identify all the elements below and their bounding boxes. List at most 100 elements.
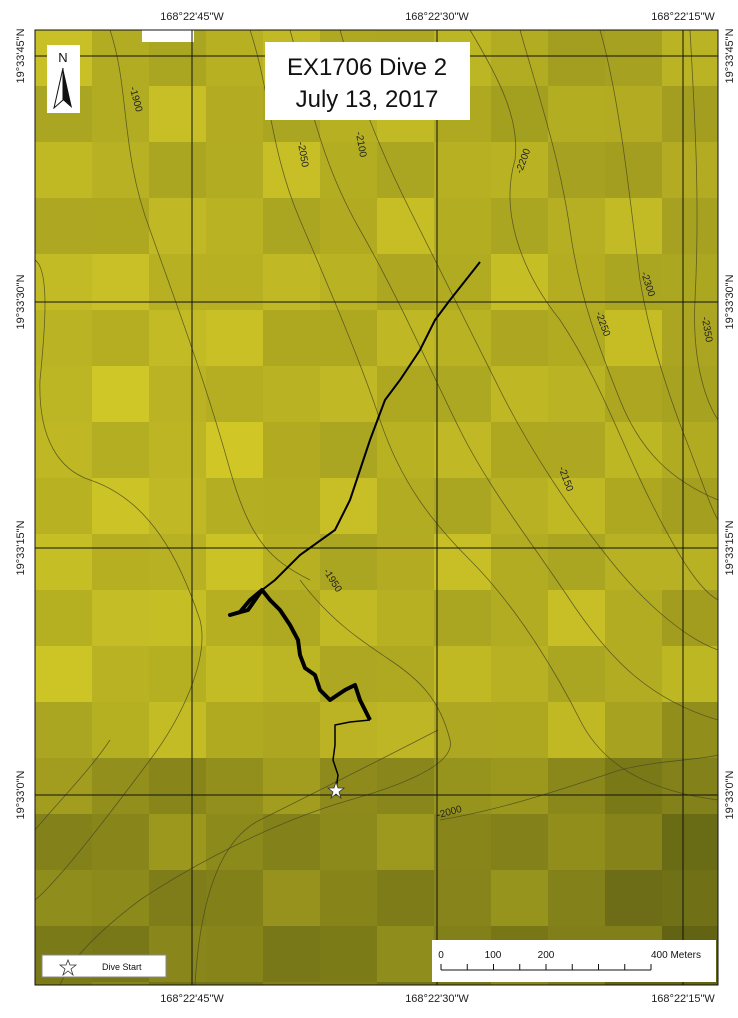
raster-cell: [92, 590, 149, 646]
raster-cell: [149, 142, 206, 198]
latitude-label: 19°33'30"N: [15, 274, 27, 329]
raster-cell: [434, 422, 491, 478]
raster-cell: [491, 590, 548, 646]
raster-cell: [92, 702, 149, 758]
raster-cell: [662, 142, 718, 198]
legend-label: Dive Start: [102, 962, 142, 972]
latitude-label: 19°33'45"N: [15, 28, 27, 83]
raster-cell: [491, 534, 548, 590]
raster-cell: [605, 422, 662, 478]
raster-cell: [605, 590, 662, 646]
raster-cell: [434, 646, 491, 702]
raster-cell: [320, 702, 377, 758]
raster-cell: [605, 310, 662, 366]
raster-cell: [605, 534, 662, 590]
raster-cell: [377, 926, 434, 982]
raster-cell: [263, 758, 320, 814]
raster-cell: [149, 870, 206, 926]
raster-cell: [206, 30, 263, 86]
raster-cell: [434, 590, 491, 646]
raster-cell: [548, 366, 605, 422]
raster-cell: [548, 870, 605, 926]
raster-cell: [662, 870, 718, 926]
raster-cell: [320, 814, 377, 870]
scale-bar: 0 100 200 400 Meters: [432, 940, 716, 982]
raster-cell: [149, 478, 206, 534]
raster-cell: [605, 142, 662, 198]
raster-cell: [320, 478, 377, 534]
scale-label: 0: [438, 950, 444, 961]
raster-cell: [35, 198, 92, 254]
raster-cell: [662, 534, 718, 590]
raster-cell: [35, 142, 92, 198]
raster-cell: [320, 310, 377, 366]
raster-cell: [92, 422, 149, 478]
raster-cell: [548, 702, 605, 758]
raster-cell: [377, 646, 434, 702]
raster-cell: [377, 758, 434, 814]
raster-cell: [548, 646, 605, 702]
raster-cell: [35, 646, 92, 702]
raster-cell: [377, 366, 434, 422]
raster-cell: [605, 86, 662, 142]
raster-cell: [491, 646, 548, 702]
scale-label: 100: [485, 950, 502, 961]
raster-cell: [662, 702, 718, 758]
raster-cell: [206, 86, 263, 142]
latitude-label: 19°33'30"N: [724, 274, 736, 329]
raster-cell: [35, 366, 92, 422]
raster-cell: [263, 422, 320, 478]
raster-cell: [491, 758, 548, 814]
raster-cell: [377, 198, 434, 254]
raster-cell: [491, 870, 548, 926]
raster-cell: [434, 310, 491, 366]
raster-cell: [434, 814, 491, 870]
raster-cell: [263, 702, 320, 758]
raster-cell: [320, 926, 377, 982]
raster-cell: [35, 758, 92, 814]
raster-cell: [35, 702, 92, 758]
legend: Dive Start: [42, 955, 166, 977]
raster-cell: [548, 814, 605, 870]
raster-cell: [605, 366, 662, 422]
raster-cell: [377, 478, 434, 534]
raster-cell: [92, 310, 149, 366]
raster-cell: [377, 814, 434, 870]
longitude-label: 168°22'45"W: [160, 11, 224, 23]
raster-cell: [92, 478, 149, 534]
raster-cell: [434, 198, 491, 254]
raster-cell: [149, 86, 206, 142]
north-label: N: [58, 50, 67, 65]
raster-cell: [605, 870, 662, 926]
raster-cell: [35, 422, 92, 478]
raster-cell: [92, 366, 149, 422]
raster-cell: [320, 870, 377, 926]
scale-label: 400 Meters: [651, 950, 701, 961]
raster-cell: [662, 758, 718, 814]
raster-cell: [491, 814, 548, 870]
raster-cell: [263, 478, 320, 534]
raster-cell: [149, 366, 206, 422]
raster-cell: [434, 142, 491, 198]
raster-cell: [206, 366, 263, 422]
raster-cell: [548, 198, 605, 254]
raster-cell: [149, 534, 206, 590]
raster-cell: [263, 142, 320, 198]
bathymetry-raster: [35, 30, 718, 985]
raster-cell: [662, 814, 718, 870]
raster-cell: [149, 310, 206, 366]
raster-cell: [662, 590, 718, 646]
raster-cell: [206, 758, 263, 814]
raster-cell: [206, 310, 263, 366]
raster-cell: [605, 758, 662, 814]
latitude-label: 19°33'45"N: [724, 28, 736, 83]
raster-cell: [320, 366, 377, 422]
longitude-label: 168°22'15"W: [651, 11, 715, 23]
raster-cell: [491, 702, 548, 758]
raster-cell: [548, 590, 605, 646]
raster-cell: [149, 646, 206, 702]
longitude-label: 168°22'30"W: [405, 11, 469, 23]
raster-cell: [35, 534, 92, 590]
raster-cell: [662, 86, 718, 142]
raster-cell: [206, 534, 263, 590]
